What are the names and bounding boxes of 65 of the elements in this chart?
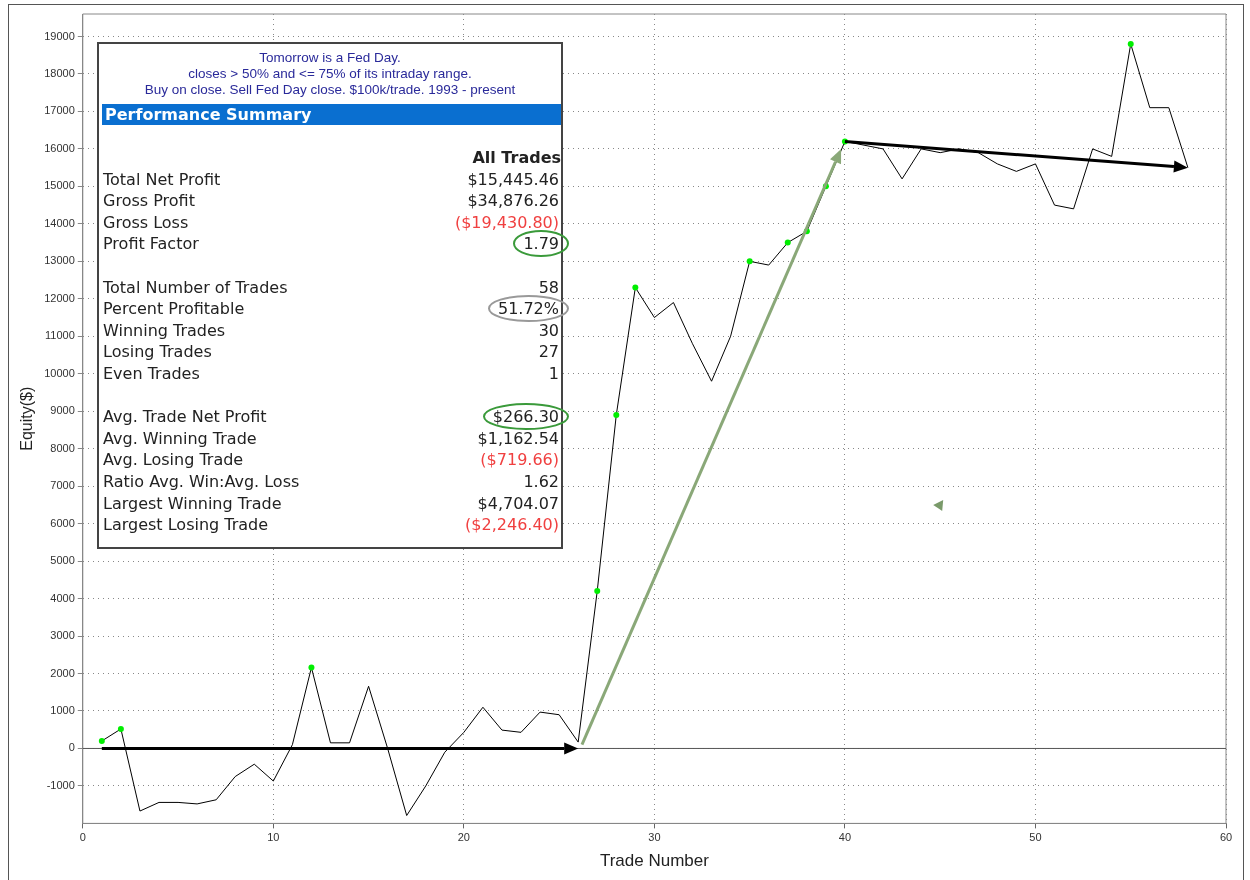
y-tick-label: 3000 <box>50 629 75 642</box>
annotation: Largest Winning Trade <box>103 492 282 515</box>
annotation: 1.62 <box>523 470 560 493</box>
y-tick-label: 6000 <box>50 516 75 529</box>
annotation: Avg. Trade Net Profit <box>103 406 267 428</box>
annotation: Ratio Avg. Win:Avg. Loss <box>103 470 300 493</box>
x-tick-label: 10 <box>267 831 280 844</box>
y-tick-label: 5000 <box>50 554 75 567</box>
annotation: 27 <box>538 341 560 363</box>
x-tick-label: 0 <box>79 831 86 844</box>
y-tick-label: 9000 <box>50 404 75 417</box>
annotation: Gross Loss <box>103 211 189 234</box>
y-tick-label: -1000 <box>46 778 75 791</box>
annotation: $15,445.46 <box>467 168 560 191</box>
y-tick-label: 17000 <box>44 104 75 117</box>
annotation: ($19,430.80) <box>454 211 560 234</box>
annotation: $4,704.07 <box>477 492 560 515</box>
y-tick-label: 11000 <box>45 329 75 342</box>
y-axis-title: Equity($) <box>18 386 36 451</box>
annotation: Avg. Losing Trade <box>103 449 244 471</box>
x-tick-label: 20 <box>457 831 470 844</box>
annotation: Percent Profitable <box>103 298 245 320</box>
y-tick-label: 8000 <box>50 441 75 454</box>
y-tick-label: 4000 <box>50 591 75 604</box>
y-tick-label: 0 <box>68 741 75 754</box>
annotation: 58 <box>538 276 560 299</box>
annotation: ($719.66) <box>480 449 560 471</box>
annotation: $266.30 <box>492 406 560 428</box>
y-tick-label: 10000 <box>44 366 75 379</box>
y-tick-label: 14000 <box>44 216 75 229</box>
annotation: 30 <box>538 319 560 342</box>
y-tick-label: 13000 <box>44 254 75 267</box>
annotation: 51.72% <box>497 298 560 320</box>
annotation: $34,876.26 <box>467 190 560 212</box>
banner: Performance Summary <box>102 104 561 125</box>
x-tick-label: 50 <box>1029 831 1042 844</box>
x-tick-label: 30 <box>648 831 661 844</box>
annotation: closes > 50% and <= 75% of its intraday range. <box>187 66 473 82</box>
x-tick-label: 40 <box>838 831 852 844</box>
annotation: All Trades <box>472 147 561 169</box>
annotation: Buy on close. Sell Fed Day close. $100k/trade. 1993 - present <box>143 82 517 98</box>
y-tick-label: 12000 <box>44 291 75 304</box>
x-tick-label: 60 <box>1219 831 1233 844</box>
y-tick-label: 19000 <box>44 29 75 42</box>
x-axis-title: Trade Number <box>599 851 710 871</box>
annotation: 1.79 <box>523 233 560 255</box>
annotation: Even Trades <box>103 362 200 385</box>
annotation: Losing Trades <box>103 341 212 363</box>
y-tick-label: 16000 <box>44 141 75 154</box>
y-tick-label: 7000 <box>50 479 75 492</box>
annotation: Total Net Profit <box>103 168 221 191</box>
annotation: $1,162.54 <box>477 427 560 450</box>
annotation: Gross Profit <box>103 190 195 212</box>
y-tick-label: 2000 <box>50 666 75 679</box>
y-tick-label: 1000 <box>50 704 75 717</box>
annotation: Profit Factor <box>103 233 199 255</box>
annotation: Total Number of Trades <box>103 276 288 299</box>
y-tick-label: 18000 <box>44 66 75 79</box>
annotation: Tomorrow is a Fed Day. <box>258 50 402 66</box>
annotation: 1 <box>548 362 560 385</box>
y-tick-label: 15000 <box>44 179 75 192</box>
annotation: Winning Trades <box>103 319 226 342</box>
annotation: Avg. Winning Trade <box>103 427 257 450</box>
annotation: Largest Losing Trade <box>103 514 269 536</box>
annotation: ($2,246.40) <box>465 514 560 536</box>
